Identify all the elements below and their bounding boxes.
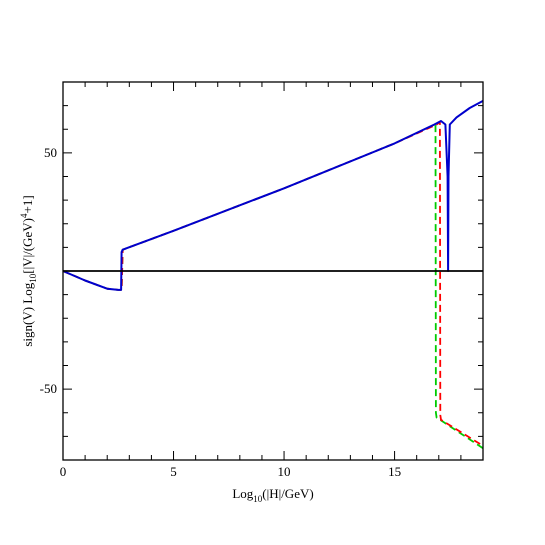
series-line-1 [62, 121, 484, 447]
y-axis-label: sign(V) Log10[|V|/(GeV)4+1] [19, 195, 38, 346]
series-line-2 [62, 100, 484, 291]
y-axis-label-part: 10 [28, 273, 38, 283]
tick-layer: 0 5 10 15 -50 50 [40, 81, 484, 479]
x-axis-label-base: Log [232, 486, 253, 501]
y-axis-label-part: sign(V) Log [20, 282, 35, 346]
x-tick-label: 5 [170, 464, 177, 479]
x-tick-label: 10 [278, 464, 291, 479]
y-axis-label-part: [|V|/(GeV) [20, 218, 35, 274]
y-axis-label-part: +1] [20, 195, 35, 213]
y-tick-label: 50 [44, 145, 57, 160]
y-axis-label-part: 4 [19, 213, 29, 218]
x-tick-label: 0 [60, 464, 67, 479]
x-axis-label: Log10(|H|/GeV) [232, 486, 313, 504]
series-line-0 [62, 123, 484, 449]
series-layer [62, 100, 484, 449]
x-axis-label-subscript: 10 [253, 494, 263, 504]
x-axis-label-rest: (|H|/GeV) [262, 486, 313, 501]
y-tick-label: -50 [40, 381, 57, 396]
x-tick-label: 15 [388, 464, 401, 479]
